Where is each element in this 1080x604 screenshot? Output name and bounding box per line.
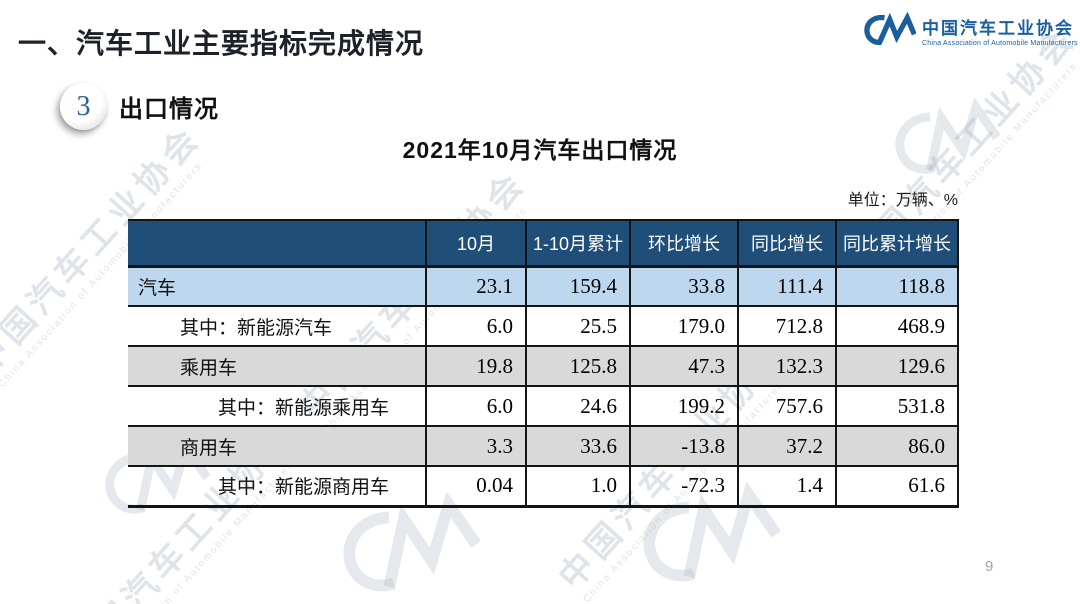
table-row: 乘用车 19.8 125.8 47.3 132.3 129.6 — [128, 345, 959, 387]
table-row: 其中：新能源商用车 0.04 1.0 -72.3 1.4 61.6 — [128, 465, 959, 508]
unit-note: 单位：万辆、% — [847, 192, 958, 209]
logo-name-en: China Association of Automobile Manufact… — [922, 40, 1078, 47]
export-table-wrap: 10月 1-10月累计 环比增长 同比增长 同比累计增长 汽车 23.1 159.4… — [128, 219, 959, 508]
value-cell: -72.3 — [629, 465, 739, 508]
value-cell: 23.1 — [425, 265, 527, 307]
value-cell: 118.8 — [835, 265, 959, 307]
row-label: 商用车 — [128, 425, 427, 467]
row-label: 汽车 — [128, 265, 427, 307]
value-cell: 159.4 — [525, 265, 631, 307]
table-row: 其中：新能源乘用车 6.0 24.6 199.2 757.6 531.8 — [128, 385, 959, 427]
value-cell: 129.6 — [835, 345, 959, 387]
header-cell-month: 10月 — [425, 219, 527, 268]
value-cell: 3.3 — [425, 425, 527, 467]
section-label: 出口情况 — [119, 96, 219, 123]
header-cell-label — [128, 219, 427, 268]
value-cell: 19.8 — [425, 345, 527, 387]
row-label: 其中：新能源商用车 — [128, 465, 427, 508]
value-cell: 179.0 — [629, 305, 739, 347]
row-label: 乘用车 — [128, 345, 427, 387]
table-row: 汽车 23.1 159.4 33.8 111.4 118.8 — [128, 265, 959, 307]
value-cell: 24.6 — [525, 385, 631, 427]
row-label: 其中：新能源汽车 — [128, 305, 427, 347]
value-cell: 6.0 — [425, 305, 527, 347]
table-title: 2021年10月汽车出口情况 — [402, 137, 678, 163]
header-cell-cumulative: 1-10月累计 — [525, 219, 631, 268]
value-cell: 47.3 — [629, 345, 739, 387]
table-row: 商用车 3.3 33.6 -13.8 37.2 86.0 — [128, 425, 959, 467]
page-number: 9 — [985, 558, 994, 575]
row-label: 其中：新能源乘用车 — [128, 385, 427, 427]
header-cell-mom-growth: 环比增长 — [629, 219, 739, 268]
cm-logo-icon — [864, 11, 916, 45]
logo-name-cn: 中国汽车工业协会 — [922, 19, 1074, 38]
table-header-row: 10月 1-10月累计 环比增长 同比增长 同比累计增长 — [128, 219, 959, 268]
section-number-badge: 3 — [60, 83, 107, 130]
table-row: 其中：新能源汽车 6.0 25.5 179.0 712.8 468.9 — [128, 305, 959, 347]
export-table: 10月 1-10月累计 环比增长 同比增长 同比累计增长 汽车 23.1 159.4… — [128, 219, 959, 508]
value-cell: 33.6 — [525, 425, 631, 467]
value-cell: 468.9 — [835, 305, 959, 347]
table-body: 汽车 23.1 159.4 33.8 111.4 118.8 其中：新能源汽车 6.0 25.5… — [128, 265, 959, 508]
header-cell-yoy-growth: 同比增长 — [737, 219, 837, 268]
value-cell: 712.8 — [737, 305, 837, 347]
value-cell: -13.8 — [629, 425, 739, 467]
value-cell: 132.3 — [737, 345, 837, 387]
value-cell: 1.4 — [737, 465, 837, 508]
value-cell: 757.6 — [737, 385, 837, 427]
value-cell: 61.6 — [835, 465, 959, 508]
value-cell: 125.8 — [525, 345, 631, 387]
value-cell: 37.2 — [737, 425, 837, 467]
value-cell: 111.4 — [737, 265, 837, 307]
value-cell: 25.5 — [525, 305, 631, 347]
section-heading: 3 出口情况 — [60, 83, 219, 130]
value-cell: 531.8 — [835, 385, 959, 427]
page-title: 一、汽车工业主要指标完成情况 — [18, 28, 425, 59]
value-cell: 199.2 — [629, 385, 739, 427]
value-cell: 6.0 — [425, 385, 527, 427]
value-cell: 0.04 — [425, 465, 527, 508]
value-cell: 1.0 — [525, 465, 631, 508]
caam-logo: 中国汽车工业协会 China Association of Automobile… — [860, 10, 1078, 50]
value-cell: 86.0 — [835, 425, 959, 467]
logo-text: 中国汽车工业协会 China Association of Automobile… — [922, 14, 1078, 47]
header-cell-yoy-cumulative-growth: 同比累计增长 — [835, 219, 959, 268]
value-cell: 33.8 — [629, 265, 739, 307]
